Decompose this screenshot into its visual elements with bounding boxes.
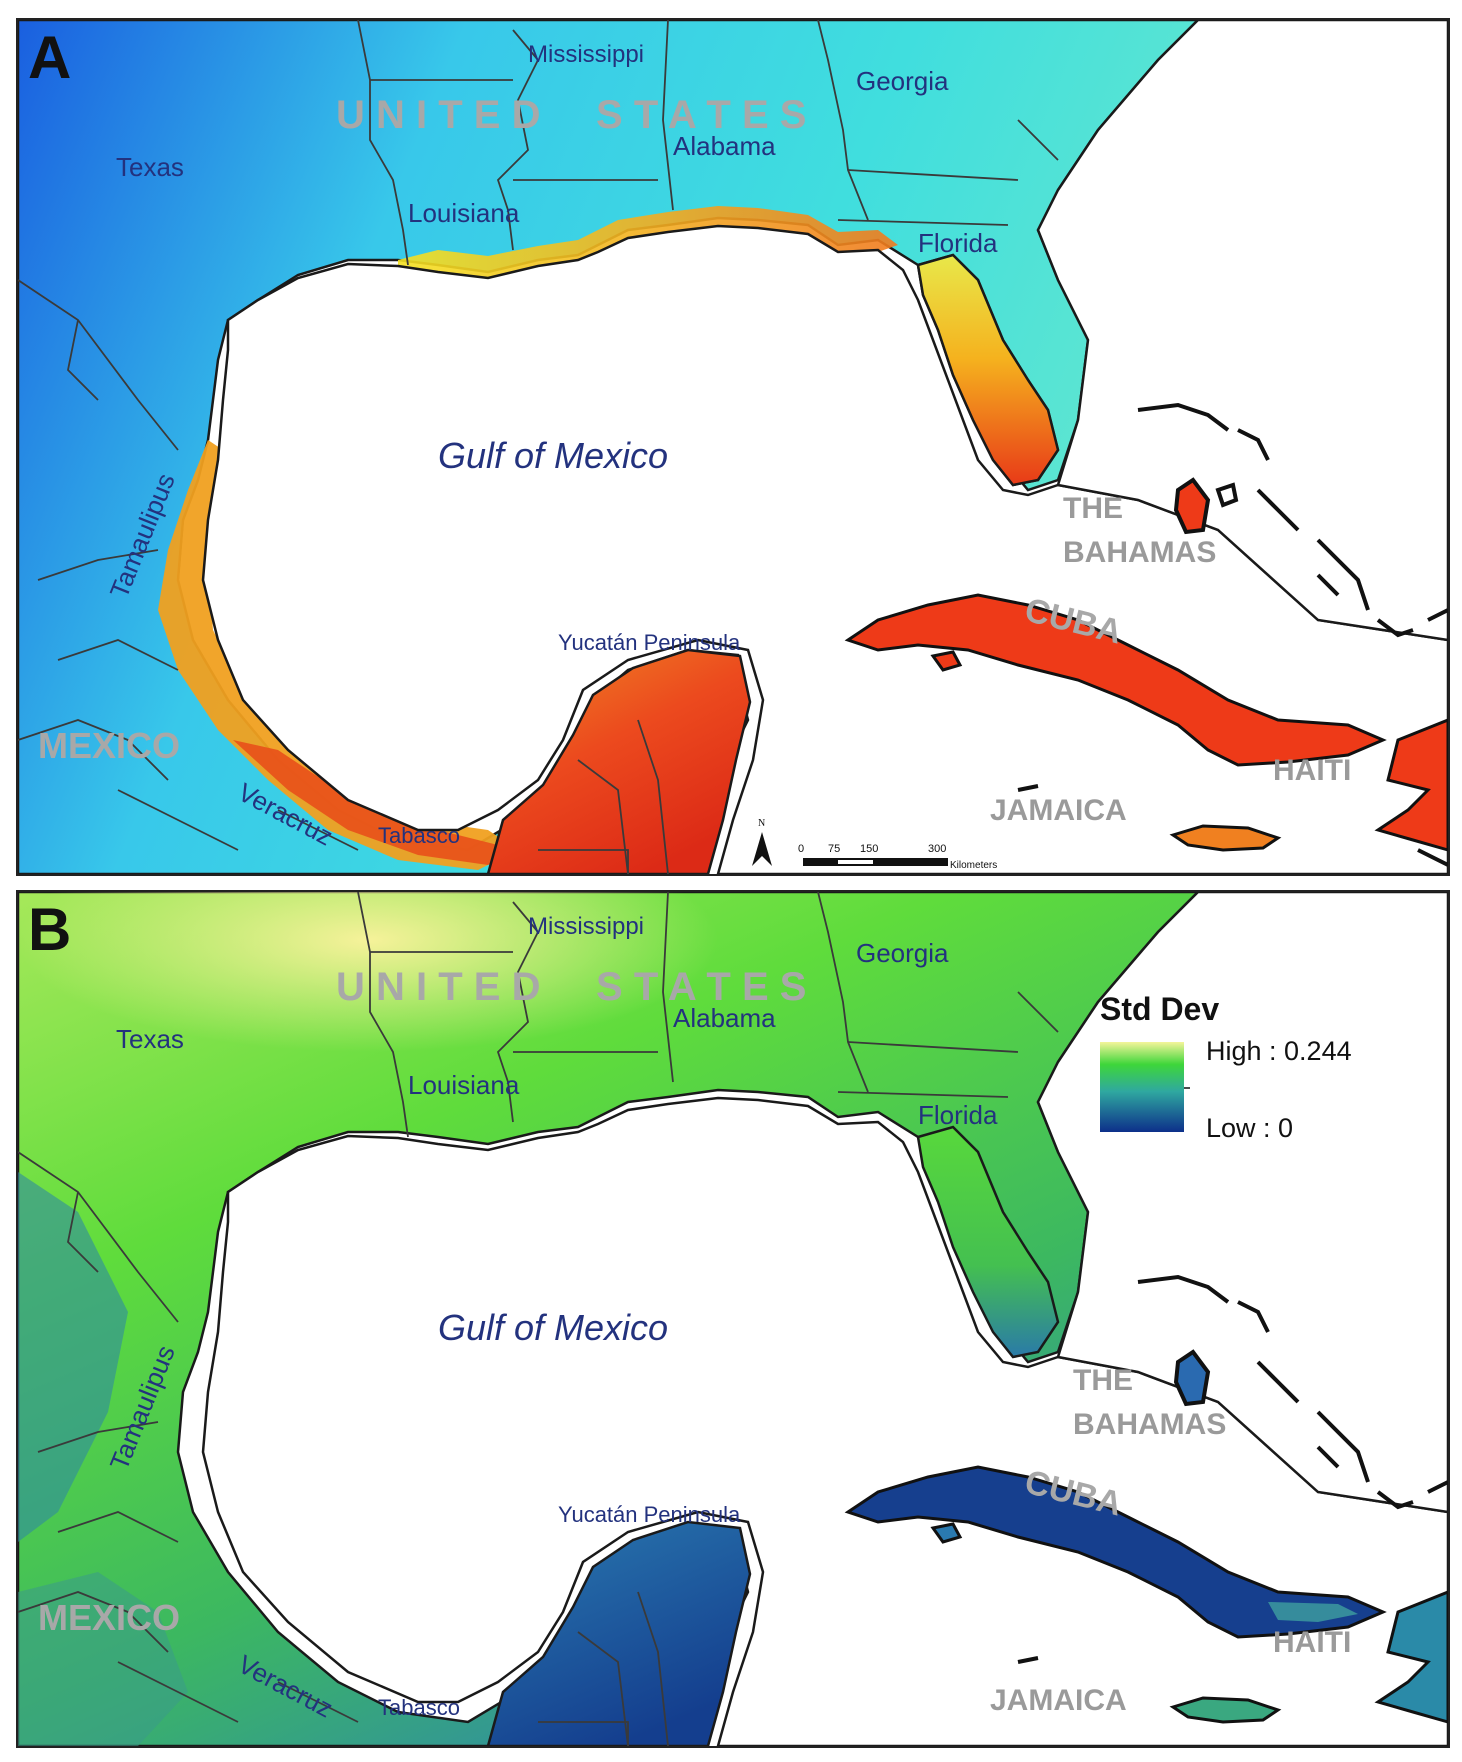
map-b-svg: B U N I T E D S T A T E S Mississippi Ge… <box>18 892 1448 1746</box>
jamaica-b <box>1169 1696 1282 1724</box>
panel-letter: A <box>28 24 71 91</box>
label-gulf-of-mexico: Gulf of Mexico <box>438 435 668 476</box>
legend-color-ramp <box>1100 1042 1184 1132</box>
map-panel-b: B U N I T E D S T A T E S Mississippi Ge… <box>16 890 1450 1748</box>
std-dev-legend: Std Dev High : 0.244 Low : 0 <box>1100 991 1352 1143</box>
label-yucatan: Yucatán Peninsula <box>558 1502 741 1527</box>
label-jamaica: JAMAICA <box>990 1684 1127 1717</box>
label-louisiana: Louisiana <box>408 198 520 228</box>
label-gulf-of-mexico: Gulf of Mexico <box>438 1307 668 1348</box>
label-alabama: Alabama <box>673 131 776 161</box>
legend-title: Std Dev <box>1100 991 1219 1027</box>
label-mexico: MEXICO <box>38 725 180 766</box>
isla-juventud-b <box>930 1522 963 1544</box>
scale-unit: Kilometers <box>950 860 997 871</box>
jamaica-a <box>1169 824 1282 852</box>
map-panel-a: A U N I T E D S T A T E S Mississippi Ge… <box>16 18 1450 876</box>
state-borders-a <box>18 20 1059 874</box>
legend-high-label: High : 0.244 <box>1206 1036 1352 1066</box>
north-arrow-icon: N <box>752 818 772 866</box>
cuba-a <box>844 593 1387 767</box>
bahamas-islands-b <box>1017 1274 1448 1664</box>
label-texas: Texas <box>116 152 184 182</box>
cuba-east-highlight-b <box>1268 1602 1358 1622</box>
label-haiti: HAITI <box>1273 1626 1351 1659</box>
label-tabasco: Tabasco <box>378 823 460 848</box>
label-georgia: Georgia <box>856 66 949 96</box>
yucatan-peninsula-b <box>486 1520 752 1746</box>
label-mississippi: Mississippi <box>528 913 644 940</box>
scale-tick-150: 150 <box>860 843 878 855</box>
scale-tick-300: 300 <box>928 843 946 855</box>
label-the: THE <box>1073 1364 1133 1397</box>
label-yucatan: Yucatán Peninsula <box>558 630 741 655</box>
label-mexico: MEXICO <box>38 1597 180 1638</box>
label-bahamas: BAHAMAS <box>1073 1408 1226 1441</box>
cuba-b <box>844 1465 1387 1639</box>
label-alabama: Alabama <box>673 1003 776 1033</box>
florida-peninsula-a-top <box>916 253 1060 487</box>
label-texas: Texas <box>116 1024 184 1054</box>
label-bahamas: BAHAMAS <box>1063 536 1216 569</box>
map-a-svg: A U N I T E D S T A T E S Mississippi Ge… <box>18 20 1448 874</box>
label-the: THE <box>1063 492 1123 525</box>
panel-letter: B <box>28 896 71 963</box>
yucatan-peninsula-a-top <box>486 648 752 874</box>
label-jamaica: JAMAICA <box>990 794 1127 827</box>
coastal-hot-mx-a <box>233 740 518 865</box>
state-borders-b <box>18 892 1059 1746</box>
label-florida: Florida <box>918 1100 998 1130</box>
scale-bar: 0 75 150 300 Kilometers <box>798 843 997 871</box>
bahamas-islands-a <box>1017 402 1448 867</box>
north-label: N <box>758 818 765 829</box>
label-united-states: U N I T E D S T A T E S <box>336 93 806 137</box>
legend-low-label: Low : 0 <box>1206 1113 1293 1143</box>
hispaniola-a <box>1374 718 1448 852</box>
florida-peninsula-b <box>916 1125 1060 1359</box>
isla-juventud-a <box>930 650 963 672</box>
label-georgia: Georgia <box>856 938 949 968</box>
label-florida: Florida <box>918 228 998 258</box>
mexico-low-zone2-b <box>18 1572 188 1746</box>
label-tabasco: Tabasco <box>378 1695 460 1720</box>
label-louisiana: Louisiana <box>408 1070 520 1100</box>
label-united-states: U N I T E D S T A T E S <box>336 965 806 1009</box>
label-mississippi: Mississippi <box>528 41 644 68</box>
label-haiti: HAITI <box>1273 754 1351 787</box>
hispaniola-b <box>1374 1590 1448 1724</box>
scale-tick-0: 0 <box>798 843 804 855</box>
scale-tick-75: 75 <box>828 843 840 855</box>
